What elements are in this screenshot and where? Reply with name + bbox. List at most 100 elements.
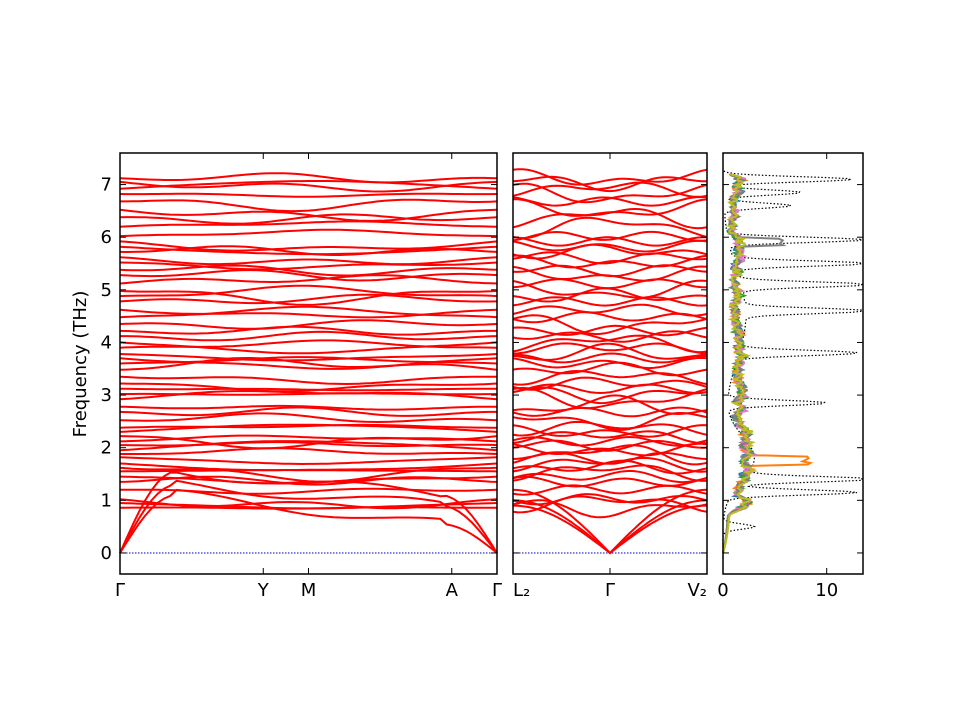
phonon-band xyxy=(512,504,708,555)
phonon-band xyxy=(512,254,708,269)
x-tick-label: Γ xyxy=(115,580,125,601)
phonon-band xyxy=(119,466,498,483)
phonon-band xyxy=(512,279,708,299)
phonon-band xyxy=(119,192,498,198)
phonon-band xyxy=(119,293,498,305)
phonon-band xyxy=(512,264,708,278)
phonon-band xyxy=(119,305,498,319)
phonon-band xyxy=(119,245,498,256)
phonon-band xyxy=(512,484,708,496)
phonon-band xyxy=(119,240,498,252)
phonon-band xyxy=(512,499,708,519)
phonon-band xyxy=(120,330,498,342)
phonon-band xyxy=(120,198,498,213)
phonon-band xyxy=(512,236,707,247)
phonon-band xyxy=(119,256,498,266)
phonon-band xyxy=(512,342,708,355)
phonon-band xyxy=(512,424,708,438)
phonon-band xyxy=(512,356,708,370)
phonon-band xyxy=(119,180,498,190)
phonon-band xyxy=(512,175,707,193)
phonon-band xyxy=(119,357,498,371)
y-tick-label: 1 xyxy=(101,490,112,511)
x-tick-label: 0 xyxy=(717,580,728,601)
y-tick-label: 5 xyxy=(101,280,112,301)
phonon-band xyxy=(119,213,498,225)
x-tick-label: L₂ xyxy=(513,580,530,601)
phonon-band xyxy=(119,220,498,228)
phonon-band xyxy=(512,469,708,484)
phonon-band xyxy=(119,375,497,386)
phonon-band xyxy=(512,383,708,395)
x-tick-label: V₂ xyxy=(687,580,707,601)
phonon-band xyxy=(119,382,498,393)
phonon-band xyxy=(512,439,708,452)
phonon-band xyxy=(119,180,498,193)
phonon-band xyxy=(512,488,708,555)
phonon-band xyxy=(512,239,708,253)
phonon-band xyxy=(119,341,498,355)
phonon-band xyxy=(512,435,708,447)
phonon-band xyxy=(119,434,498,443)
phonon-band xyxy=(119,357,498,370)
phonon-band xyxy=(119,487,498,495)
phonon-band xyxy=(512,442,708,457)
phonon-band xyxy=(512,216,708,240)
phonon-band xyxy=(512,361,708,377)
phonon-band xyxy=(119,498,498,510)
band-structure-panel-2: L₂ Γ V₂ xyxy=(512,152,708,601)
phonon-band xyxy=(512,475,708,488)
phonon-band xyxy=(119,435,498,450)
phonon-band xyxy=(119,269,498,282)
phonon-band xyxy=(512,314,708,336)
phonon-band xyxy=(120,447,498,455)
phonon-band xyxy=(119,289,498,306)
y-tick-label: 2 xyxy=(101,438,112,459)
y-tick-label: 6 xyxy=(101,227,112,248)
phonon-band xyxy=(512,243,708,260)
phonon-band xyxy=(119,274,498,285)
phonon-band xyxy=(119,308,498,319)
phonon-band xyxy=(512,182,708,204)
x-tick-label: M xyxy=(301,580,317,601)
phonon-band xyxy=(119,404,497,411)
phonon-band xyxy=(119,172,498,184)
y-tick-label: 3 xyxy=(101,385,112,406)
y-tick-label: 0 xyxy=(101,543,112,564)
phonon-band xyxy=(120,392,498,396)
phonon-band xyxy=(119,412,498,424)
phonon-band xyxy=(119,462,498,472)
phonon-band xyxy=(512,324,708,337)
phonon-band xyxy=(119,284,498,298)
phonon-band xyxy=(119,264,498,277)
phonon-band xyxy=(513,198,708,217)
phonon-band xyxy=(512,330,708,343)
phonon-band xyxy=(512,278,707,290)
phonon-band xyxy=(512,311,708,324)
phonon-band xyxy=(512,342,708,361)
phonon-band xyxy=(512,394,708,416)
x-tick-label: Γ xyxy=(492,580,502,601)
phonon-band xyxy=(119,208,498,222)
phonon-band xyxy=(119,325,497,336)
phonon-band xyxy=(512,303,708,317)
phonon-band xyxy=(512,495,708,514)
x-tick-label: 10 xyxy=(815,580,838,601)
x-tick-label: A xyxy=(446,580,459,601)
phonon-band xyxy=(512,168,708,186)
partial-dos-curve xyxy=(722,173,758,554)
y-axis-title: Frequency (THz) xyxy=(70,291,91,438)
phonon-band xyxy=(512,386,708,410)
phonon-band xyxy=(119,406,497,417)
phonon-band xyxy=(512,251,708,265)
band-structure-panel-1: 0 1 2 3 4 5 6 7 Γ Y M A Γ xyxy=(101,152,502,601)
x-tick-label: Γ xyxy=(605,580,615,601)
phonon-band xyxy=(119,423,498,433)
phonon-band xyxy=(119,261,498,271)
y-tick-label: 7 xyxy=(101,175,112,196)
y-tick-label: 4 xyxy=(101,332,112,353)
phonon-band xyxy=(512,493,708,506)
phonon-band xyxy=(119,456,498,466)
phonon-band xyxy=(119,353,498,362)
